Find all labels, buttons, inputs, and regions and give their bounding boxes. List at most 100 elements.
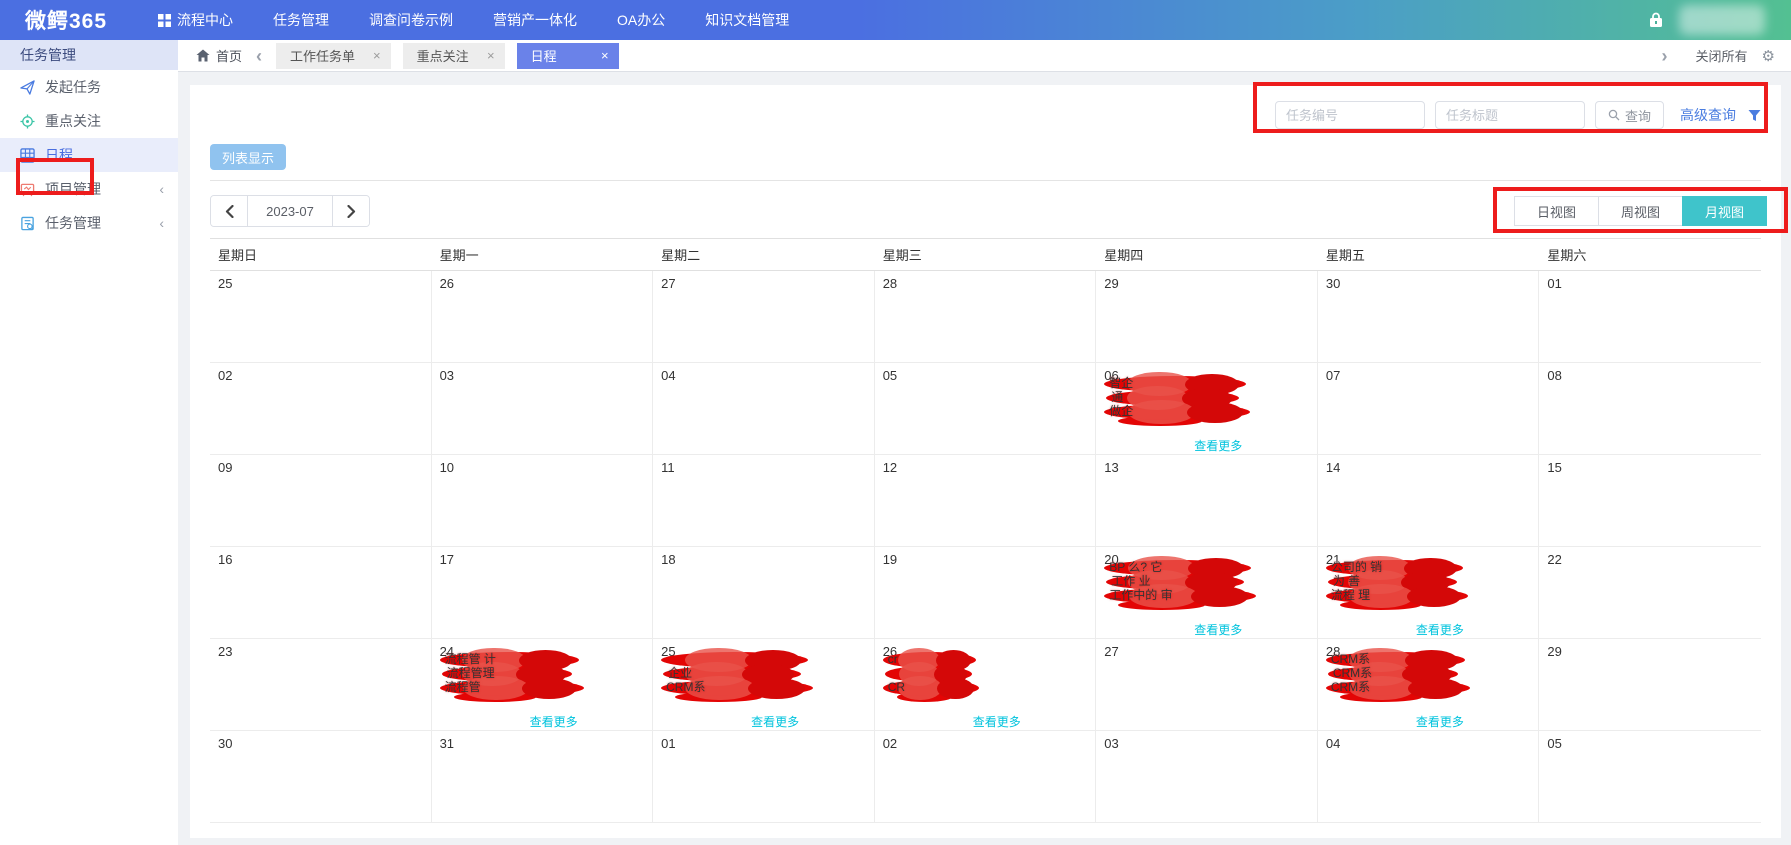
calendar-cell[interactable]: 31 bbox=[431, 731, 654, 823]
prev-month-button[interactable] bbox=[211, 196, 247, 226]
calendar-cell[interactable]: 30 bbox=[210, 731, 432, 823]
calendar-cell[interactable]: 06 智企通做企 查看更多 bbox=[1096, 363, 1318, 455]
calendar-cell[interactable]: 04 bbox=[1317, 731, 1540, 823]
redacted-event-line[interactable]: 流程管理 bbox=[441, 661, 573, 687]
calendar-cell[interactable]: 20 BP 么? 它工作 业工作中的 审查看更多 bbox=[1096, 547, 1318, 639]
list-display-button[interactable]: 列表显示 bbox=[210, 144, 287, 170]
calendar-cell[interactable]: 21 公司的 销为 善流程 理查看更多 bbox=[1317, 547, 1540, 639]
calendar-cell[interactable]: 25 bbox=[210, 271, 432, 363]
calendar-cell[interactable]: 28 CRM系 CRM系 CRM系 查看更多 bbox=[1317, 639, 1540, 731]
next-month-button[interactable] bbox=[333, 196, 369, 226]
tab-schedule[interactable]: 日程 × bbox=[516, 42, 619, 69]
calendar-cell[interactable]: 27 bbox=[653, 271, 875, 363]
weekday-header: 星期四 bbox=[1104, 248, 1144, 263]
tab-key-focus[interactable]: 重点关注 × bbox=[402, 42, 505, 69]
tabs-scroll-left-icon[interactable]: ‹ bbox=[256, 45, 263, 66]
sidebar-item-key-focus[interactable]: 重点关注 bbox=[0, 104, 178, 138]
task-number-input[interactable] bbox=[1274, 101, 1425, 129]
gear-icon[interactable]: ⚙ bbox=[1761, 47, 1775, 65]
query-button[interactable]: 查询 bbox=[1594, 101, 1664, 129]
calendar-cell[interactable]: 14 bbox=[1317, 455, 1540, 547]
close-icon[interactable]: × bbox=[487, 48, 495, 63]
sidebar-item-task-management-2[interactable]: 任务管理 ‹ bbox=[0, 206, 178, 240]
calendar-cell[interactable]: 18 bbox=[653, 547, 875, 639]
view-more-link[interactable]: 查看更多 bbox=[751, 715, 800, 729]
calendar-cell[interactable]: 10 bbox=[431, 455, 654, 547]
tab-work-task-list[interactable]: 工作任务单 × bbox=[276, 42, 391, 69]
redacted-event-line[interactable]: CR bbox=[882, 675, 979, 701]
calendar-cell[interactable]: 13 bbox=[1096, 455, 1318, 547]
nav-item-knowledge-docs[interactable]: 知识文档管理 bbox=[705, 10, 789, 30]
calendar-cell[interactable]: 16 bbox=[210, 547, 432, 639]
search-icon bbox=[1608, 109, 1620, 121]
calendar-cell[interactable]: 25 企业 CRM系 查看更多 bbox=[653, 639, 875, 731]
calendar-cell[interactable]: 28 bbox=[874, 271, 1097, 363]
calendar-cell[interactable]: 02 bbox=[874, 731, 1097, 823]
calendar-cell[interactable]: 05 bbox=[874, 363, 1097, 455]
calendar-cell[interactable]: 15 bbox=[1539, 455, 1761, 547]
calendar-cell[interactable]: 04 bbox=[653, 363, 875, 455]
tabs-scroll-right-icon[interactable]: › bbox=[1661, 45, 1668, 66]
nav-item-marketing-integration[interactable]: 营销产一体化 bbox=[493, 10, 577, 30]
calendar-cell[interactable]: 29 bbox=[1096, 271, 1318, 363]
nav-item-process-center[interactable]: 流程中心 bbox=[158, 10, 233, 30]
calendar-cell[interactable]: 22 bbox=[1539, 547, 1761, 639]
date-number: 27 bbox=[661, 276, 676, 291]
calendar-cell[interactable]: 12 bbox=[874, 455, 1097, 547]
collapse-chevron-icon[interactable]: ‹ bbox=[159, 215, 164, 231]
calendar-cell[interactable]: 27 bbox=[1096, 639, 1318, 731]
redacted-event-line[interactable]: CRM系 bbox=[1325, 675, 1470, 701]
calendar-cell[interactable]: 29 bbox=[1539, 639, 1761, 731]
nav-item-task-management[interactable]: 任务管理 bbox=[273, 10, 329, 30]
avatar[interactable] bbox=[1679, 5, 1765, 35]
close-all-button[interactable]: 关闭所有 bbox=[1695, 49, 1748, 64]
sidebar-item-project-management[interactable]: 项目管理 ‹ bbox=[0, 172, 178, 206]
month-view-button[interactable]: 月视图 bbox=[1682, 196, 1767, 226]
sidebar-item-initiate-task[interactable]: 发起任务 bbox=[0, 70, 178, 104]
view-more-link[interactable]: 查看更多 bbox=[1415, 715, 1464, 729]
day-view-button[interactable]: 日视图 bbox=[1514, 196, 1599, 226]
collapse-chevron-icon[interactable]: ‹ bbox=[159, 181, 164, 197]
calendar-cell[interactable]: 09 bbox=[210, 455, 432, 547]
task-title-input[interactable] bbox=[1434, 101, 1585, 129]
calendar-cell[interactable]: 30 bbox=[1317, 271, 1540, 363]
advanced-query-link[interactable]: 高级查询 bbox=[1680, 107, 1736, 123]
calendar-cell[interactable]: 07 bbox=[1317, 363, 1540, 455]
calendar-cell[interactable]: 03 bbox=[1096, 731, 1318, 823]
calendar-cell[interactable]: 05 bbox=[1539, 731, 1761, 823]
calendar-cell[interactable]: 01 bbox=[1539, 271, 1761, 363]
calendar-week-row: 23 24 流程管 计流程管理 流程管 查看更多 25 企业 CRM系 查看更多 26 cr CR 查看… bbox=[210, 639, 1761, 731]
close-icon[interactable]: × bbox=[601, 48, 609, 63]
redacted-event-line[interactable]: 做企 bbox=[1104, 399, 1251, 425]
view-more-link[interactable]: 查看更多 bbox=[1194, 439, 1243, 453]
tabbar: 首页 ‹ 工作任务单 × 重点关注 × 日程 × › 关闭所有 ⚙ bbox=[178, 40, 1791, 72]
redacted-event-line[interactable]: 工作中的 审 bbox=[1104, 583, 1256, 609]
lock-icon[interactable] bbox=[1649, 12, 1663, 28]
view-more-link[interactable]: 查看更多 bbox=[1415, 623, 1464, 637]
calendar-cell[interactable]: 01 bbox=[653, 731, 875, 823]
filter-funnel-icon[interactable] bbox=[1748, 109, 1761, 122]
redacted-event-line[interactable]: CRM系 bbox=[661, 675, 813, 701]
tab-home[interactable]: 首页 bbox=[196, 46, 242, 65]
redacted-event-line[interactable]: 流程 理 bbox=[1325, 583, 1468, 609]
calendar-cell[interactable]: 26 bbox=[431, 271, 654, 363]
calendar-cell[interactable]: 11 bbox=[653, 455, 875, 547]
close-icon[interactable]: × bbox=[373, 48, 381, 63]
nav-item-survey-example[interactable]: 调查问卷示例 bbox=[369, 10, 453, 30]
nav-item-oa-office[interactable]: OA办公 bbox=[617, 10, 665, 30]
calendar-cell[interactable]: 19 bbox=[874, 547, 1097, 639]
calendar-cell[interactable]: 26 cr CR 查看更多 bbox=[874, 639, 1097, 731]
calendar-cell[interactable]: 02 bbox=[210, 363, 432, 455]
calendar-cell[interactable]: 24 流程管 计流程管理 流程管 查看更多 bbox=[431, 639, 654, 731]
view-more-link[interactable]: 查看更多 bbox=[1194, 623, 1243, 637]
date-number: 10 bbox=[439, 460, 455, 475]
calendar-cell[interactable]: 03 bbox=[431, 363, 654, 455]
calendar-cell[interactable]: 17 bbox=[431, 547, 654, 639]
sidebar-item-schedule[interactable]: 日程 bbox=[0, 138, 178, 172]
view-more-link[interactable]: 查看更多 bbox=[529, 715, 578, 729]
calendar-cell[interactable]: 08 bbox=[1539, 363, 1761, 455]
week-view-button[interactable]: 周视图 bbox=[1598, 196, 1683, 226]
redacted-event-line[interactable]: 流程管 bbox=[439, 675, 584, 701]
view-more-link[interactable]: 查看更多 bbox=[972, 715, 1021, 729]
calendar-cell[interactable]: 23 bbox=[210, 639, 432, 731]
